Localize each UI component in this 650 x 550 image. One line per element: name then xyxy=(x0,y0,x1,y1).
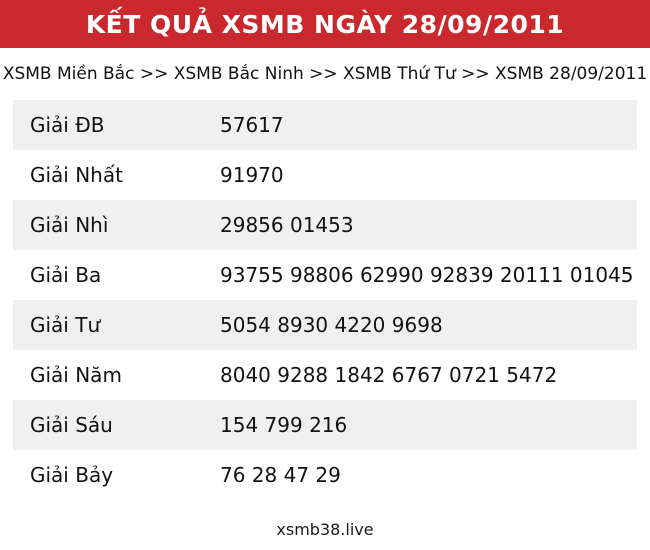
result-row: Giải ĐB 57617 xyxy=(13,100,637,150)
breadcrumb-item[interactable]: XSMB 28/09/2011 xyxy=(495,64,648,84)
prize-label: Giải Ba xyxy=(30,263,102,287)
prize-value: 8040 9288 1842 6767 0721 5472 xyxy=(220,363,558,387)
breadcrumb-item[interactable]: XSMB Miền Bắc xyxy=(2,64,135,84)
breadcrumb-separator: >> xyxy=(303,64,344,84)
result-row: Giải Ba 93755 98806 62990 92839 20111 01… xyxy=(13,250,637,300)
result-row: Giải Năm 8040 9288 1842 6767 0721 5472 xyxy=(13,350,637,400)
page-header: KẾT QUẢ XSMB NGÀY 28/09/2011 xyxy=(0,0,650,48)
results-table: Giải ĐB 57617 Giải Nhất 91970 Giải Nhì 2… xyxy=(13,100,637,500)
prize-label: Giải Nhì xyxy=(30,213,109,237)
breadcrumb-separator: >> xyxy=(455,64,496,84)
result-row: Giải Tư 5054 8930 4220 9698 xyxy=(13,300,637,350)
page-title: KẾT QUẢ XSMB NGÀY 28/09/2011 xyxy=(85,9,565,39)
prize-value: 154 799 216 xyxy=(220,413,348,437)
page-footer: xsmb38.live xyxy=(0,520,650,539)
prize-label: Giải Sáu xyxy=(30,413,113,437)
breadcrumb-separator: >> xyxy=(134,64,174,84)
result-row: Giải Bảy 76 28 47 29 xyxy=(13,450,637,500)
result-row: Giải Nhất 91970 xyxy=(13,150,637,200)
prize-label: Giải Bảy xyxy=(30,463,114,487)
footer-link[interactable]: xsmb38.live xyxy=(276,520,374,539)
prize-label: Giải ĐB xyxy=(30,113,105,137)
prize-label: Giải Nhất xyxy=(30,163,123,187)
result-row: Giải Nhì 29856 01453 xyxy=(13,200,637,250)
prize-label: Giải Tư xyxy=(30,313,101,337)
prize-value: 5054 8930 4220 9698 xyxy=(220,313,443,337)
prize-value: 29856 01453 xyxy=(220,213,354,237)
breadcrumb-item[interactable]: XSMB Bắc Ninh xyxy=(173,64,304,84)
breadcrumb: XSMB Miền Bắc >> XSMB Bắc Ninh >> XSMB T… xyxy=(0,48,650,100)
result-row: Giải Sáu 154 799 216 xyxy=(13,400,637,450)
prize-value: 93755 98806 62990 92839 20111 01045 xyxy=(220,263,634,287)
breadcrumb-item[interactable]: XSMB Thứ Tư xyxy=(343,64,456,84)
prize-label: Giải Năm xyxy=(30,363,122,387)
prize-value: 91970 xyxy=(220,163,284,187)
prize-value: 57617 xyxy=(220,113,284,137)
prize-value: 76 28 47 29 xyxy=(220,463,341,487)
